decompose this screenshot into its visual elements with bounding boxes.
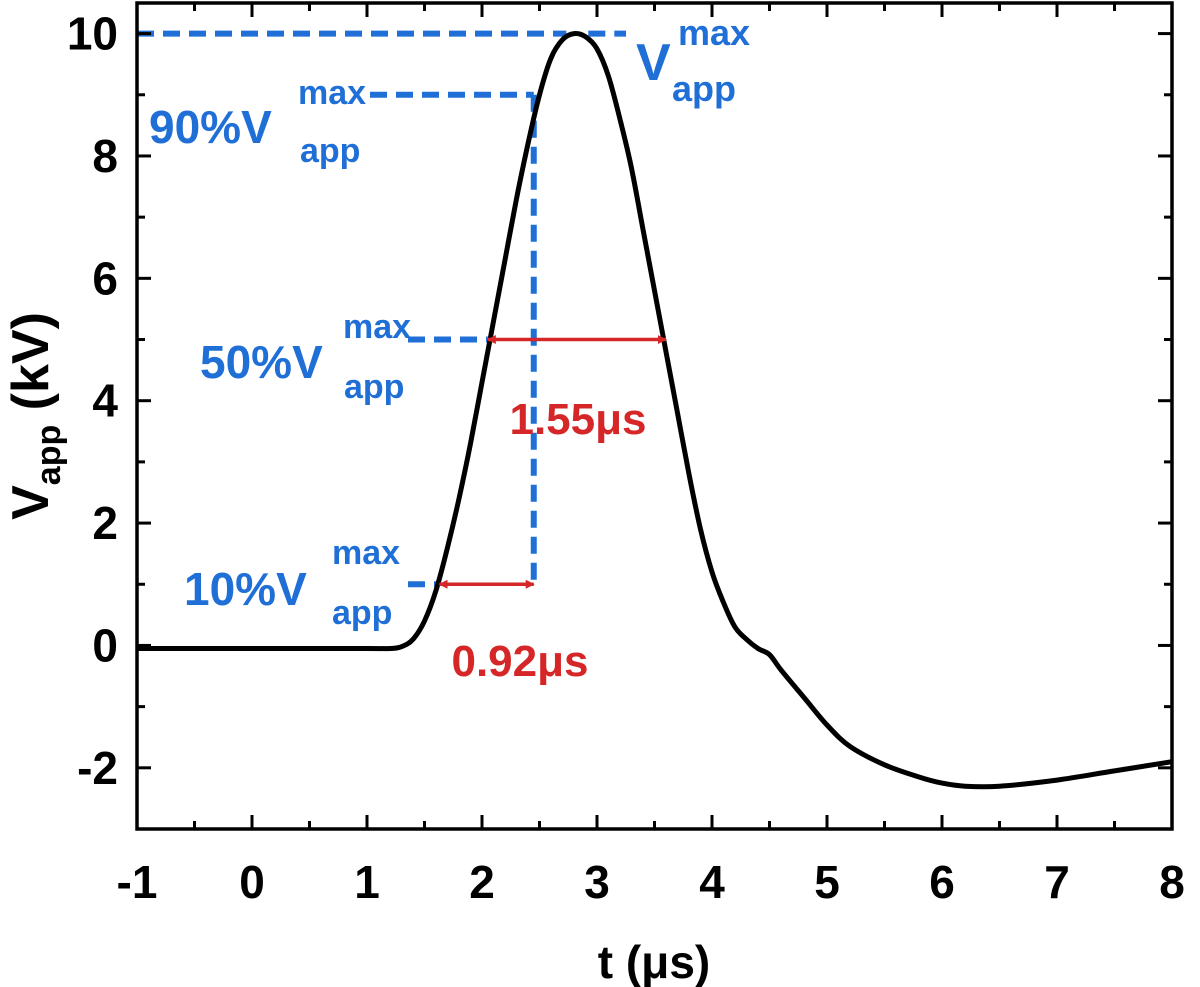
x-tick-label: 5: [814, 856, 840, 908]
level-10-sup: max: [332, 534, 400, 572]
level-50-sup: max: [343, 308, 411, 346]
annotation-10-percent: 10%V max app: [184, 534, 400, 632]
curve-layer: [137, 30, 1173, 790]
y-axis-title-units: (kV): [2, 312, 60, 425]
x-tick-label: 2: [469, 856, 495, 908]
x-tick-labels: -1 0 1 2 3 4 5 6 7 8: [117, 856, 1185, 908]
voltage-curve: [137, 30, 1173, 790]
x-tick-label: 1: [354, 856, 380, 908]
vmax-main: V: [636, 34, 671, 92]
y-tick-label: -2: [77, 742, 118, 794]
x-tick-label: 4: [699, 856, 725, 908]
fwhm-label: 1.55μs: [509, 395, 646, 444]
rise-time-label: 0.92μs: [451, 637, 588, 686]
level-50-sub: app: [344, 368, 404, 406]
level-90-sup: max: [298, 74, 366, 112]
x-tick-label: 3: [584, 856, 610, 908]
vmax-sup: max: [678, 12, 750, 53]
measurement-arrows: [438, 335, 667, 589]
y-axis-title-main: V: [2, 485, 60, 520]
vmax-sub: app: [672, 68, 736, 109]
plot-frame: [135, 1, 1174, 831]
annotation-vmax: V max app: [636, 12, 750, 109]
y-tick-label: 0: [92, 619, 118, 671]
x-tick-label: 8: [1159, 856, 1185, 908]
y-tick-labels: -2 0 2 4 6 8 10: [67, 8, 119, 794]
y-tick-label: 4: [92, 375, 118, 427]
level-50-prefix: 50%V: [200, 336, 323, 388]
y-tick-label: 10: [67, 8, 118, 60]
y-tick-label: 2: [92, 497, 118, 549]
annotation-50-percent: 50%V max app: [200, 308, 411, 406]
level-90-sub: app: [300, 132, 360, 170]
level-90-prefix: 90%V: [149, 101, 272, 153]
x-tick-label: -1: [117, 856, 158, 908]
x-tick-label: 7: [1044, 856, 1070, 908]
y-tick-label: 8: [92, 130, 118, 182]
y-axis-title: Vapp (kV): [2, 312, 68, 520]
x-tick-label: 6: [929, 856, 955, 908]
y-tick-label: 6: [92, 252, 118, 304]
x-tick-label: 0: [239, 856, 265, 908]
level-10-prefix: 10%V: [184, 563, 307, 615]
x-axis-title: t (μs): [598, 936, 710, 987]
y-axis-title-sub: app: [30, 425, 68, 485]
axis-ticks: [135, 3, 1174, 831]
level-10-sub: app: [332, 594, 392, 632]
annotation-90-percent: 90%V max app: [149, 74, 366, 170]
